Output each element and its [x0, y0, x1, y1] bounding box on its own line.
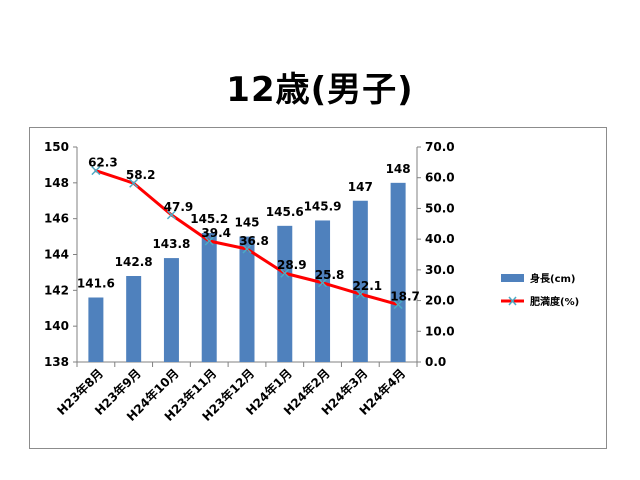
right-axis-tick-label: 10.0	[425, 324, 455, 338]
bar-height-mark	[201, 233, 217, 362]
height-data-label: 145	[234, 216, 259, 230]
right-axis-tick-label: 30.0	[425, 263, 455, 277]
legend-obesity-label: 肥満度(%)	[530, 295, 579, 308]
left-axis-tick-label: 150	[44, 140, 69, 154]
obesity-marker	[129, 178, 139, 188]
right-axis-tick-label: 70.0	[425, 140, 455, 154]
left-axis-tick-label: 146	[44, 212, 69, 226]
obesity-data-label: 39.4	[201, 226, 231, 240]
obesity-marker	[393, 300, 403, 310]
height-data-label: 141.6	[77, 277, 115, 291]
bar-height-mark	[88, 297, 104, 362]
obesity-marker	[355, 289, 365, 299]
height-data-label: 145.9	[304, 199, 342, 213]
legend-obesity-marker	[508, 296, 517, 306]
obesity-data-label: 18.7	[390, 290, 420, 304]
bar-height-mark	[163, 258, 179, 362]
right-axis-tick-label: 60.0	[425, 171, 455, 185]
obesity-data-label: 22.1	[353, 279, 383, 293]
obesity-data-label: 62.3	[88, 156, 118, 170]
legend-height-swatch	[501, 274, 524, 282]
obesity-marker	[318, 278, 328, 288]
height-data-label: 143.8	[152, 237, 190, 251]
bar-height-mark	[277, 225, 293, 362]
bar-height-mark	[352, 200, 368, 362]
right-axis-tick-label: 50.0	[425, 201, 455, 215]
chart-title: 12歳(男子)	[226, 70, 414, 110]
height-data-label: 145.6	[266, 205, 304, 219]
bar-height-mark	[239, 236, 255, 362]
obesity-marker	[166, 210, 176, 220]
bar-height-mark	[390, 182, 406, 362]
obesity-data-label: 28.9	[277, 258, 307, 272]
obesity-data-label: 58.2	[126, 168, 156, 182]
right-axis-tick-label: 20.0	[425, 294, 455, 308]
right-axis-tick-label: 0.0	[425, 355, 446, 369]
right-axis-tick-label: 40.0	[425, 232, 455, 246]
height-data-label: 148	[386, 162, 411, 176]
left-axis-tick-label: 140	[44, 319, 69, 333]
height-data-label: 142.8	[115, 255, 153, 269]
height-data-label: 145.2	[190, 212, 228, 226]
obesity-data-label: 25.8	[315, 268, 345, 282]
left-axis-tick-label: 138	[44, 355, 69, 369]
left-axis-tick-label: 148	[44, 176, 69, 190]
obesity-marker	[242, 244, 252, 254]
height-data-label: 147	[348, 180, 373, 194]
bar-height-mark	[315, 220, 331, 362]
left-axis-tick-label: 144	[44, 248, 69, 262]
obesity-data-label: 36.8	[239, 234, 269, 248]
obesity-data-label: 47.9	[164, 200, 194, 214]
obesity-marker	[280, 268, 290, 278]
obesity-marker	[204, 236, 214, 246]
legend-height-label: 身長(cm)	[530, 272, 576, 285]
left-axis-tick-label: 142	[44, 283, 69, 297]
obesity-marker	[91, 166, 101, 176]
bar-height-mark	[126, 276, 142, 362]
